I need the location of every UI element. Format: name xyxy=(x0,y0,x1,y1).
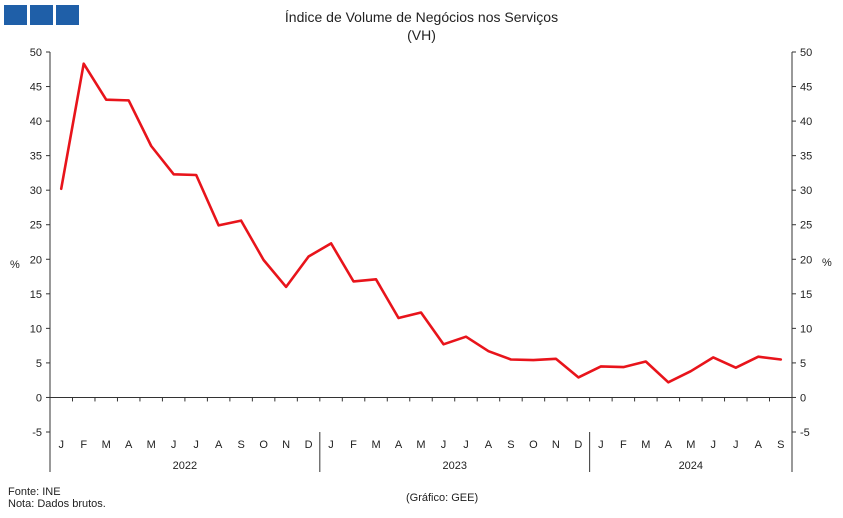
x-tick-label: A xyxy=(125,439,133,451)
x-tick-label: A xyxy=(485,439,493,451)
logo-block xyxy=(30,5,53,25)
x-tick-label: D xyxy=(574,439,582,451)
chart-title: Índice de Volume de Negócios nos Serviço… xyxy=(284,9,559,25)
axes xyxy=(49,52,793,432)
logo-block xyxy=(56,5,79,25)
x-tick-label: M xyxy=(641,439,650,451)
y-tick-label-right: 0 xyxy=(800,392,806,404)
chart-subtitle: (VH) xyxy=(407,27,436,43)
y-tick-label-left: 15 xyxy=(30,289,42,301)
y-tick-label-right: -5 xyxy=(800,427,810,439)
y-axis-label-right: % xyxy=(822,257,832,269)
x-tick-label: F xyxy=(80,439,87,451)
logo xyxy=(4,5,79,25)
x-tick-label: A xyxy=(665,439,673,451)
y-tick-label-right: 10 xyxy=(800,323,812,335)
credit-text: (Gráfico: GEE) xyxy=(406,492,479,504)
x-tick-label: S xyxy=(507,439,514,451)
x-tick-label: J xyxy=(463,439,469,451)
y-tick-label-left: 30 xyxy=(30,185,42,197)
y-axis-label-left: % xyxy=(10,259,20,271)
x-tick-label: O xyxy=(259,439,268,451)
series-line xyxy=(59,62,783,384)
x-tick-label: M xyxy=(102,439,111,451)
y-tick-label-left: 35 xyxy=(30,151,42,163)
source-text: Fonte: INE xyxy=(8,486,61,498)
x-tick-label: M xyxy=(686,439,695,451)
y-axis-left: -5 0 5 10 15 20 25 30 35 40 45 50 xyxy=(30,47,50,439)
year-label: 2023 xyxy=(442,460,466,472)
x-axis: J F M A M J J A S O N D J F M A M J J A S O N D J F M A M J J A S 2022 202… xyxy=(49,432,793,472)
y-tick-label-right: 5 xyxy=(800,358,806,370)
y-tick-label-left: 10 xyxy=(30,323,42,335)
y-tick-label-left: 45 xyxy=(30,82,42,94)
x-tick-label: F xyxy=(620,439,627,451)
x-tick-label: F xyxy=(350,439,357,451)
year-label: 2022 xyxy=(173,460,197,472)
y-tick-label-right: 50 xyxy=(800,47,812,59)
y-tick-label-left: 40 xyxy=(30,116,42,128)
y-tick-label-right: 35 xyxy=(800,151,812,163)
x-tick-label: O xyxy=(529,439,538,451)
y-tick-label-left: 50 xyxy=(30,47,42,59)
y-axis-right: -5 0 5 10 15 20 25 30 35 40 45 50 xyxy=(792,47,812,439)
y-tick-label-left: -5 xyxy=(32,427,42,439)
logo-block xyxy=(4,5,27,25)
x-tick-label: A xyxy=(755,439,763,451)
y-tick-label-right: 40 xyxy=(800,116,812,128)
x-tick-label: M xyxy=(147,439,156,451)
y-tick-label-right: 45 xyxy=(800,82,812,94)
y-tick-label-left: 5 xyxy=(36,358,42,370)
year-label: 2024 xyxy=(679,460,703,472)
x-tick-label: S xyxy=(777,439,784,451)
x-tick-label: N xyxy=(282,439,290,451)
x-tick-label: D xyxy=(305,439,313,451)
y-tick-label-left: 0 xyxy=(36,392,42,404)
note-text: Nota: Dados brutos. xyxy=(8,498,106,510)
x-tick-label: J xyxy=(171,439,177,451)
series-layer xyxy=(59,62,783,384)
x-tick-label: J xyxy=(733,439,739,451)
x-tick-label: J xyxy=(58,439,64,451)
x-tick-label: J xyxy=(441,439,447,451)
x-tick-label: M xyxy=(416,439,425,451)
x-tick-label: J xyxy=(193,439,199,451)
y-tick-label-right: 30 xyxy=(800,185,812,197)
x-tick-label: N xyxy=(552,439,560,451)
x-tick-label: A xyxy=(215,439,223,451)
x-tick-label: J xyxy=(711,439,717,451)
y-tick-label-right: 15 xyxy=(800,289,812,301)
x-tick-label: J xyxy=(598,439,604,451)
x-tick-label: J xyxy=(328,439,334,451)
x-tick-label: A xyxy=(395,439,403,451)
y-tick-label-right: 20 xyxy=(800,254,812,266)
y-tick-label-right: 25 xyxy=(800,220,812,232)
y-tick-label-left: 20 xyxy=(30,254,42,266)
y-tick-label-left: 25 xyxy=(30,220,42,232)
x-tick-label: M xyxy=(371,439,380,451)
x-tick-label: S xyxy=(237,439,244,451)
